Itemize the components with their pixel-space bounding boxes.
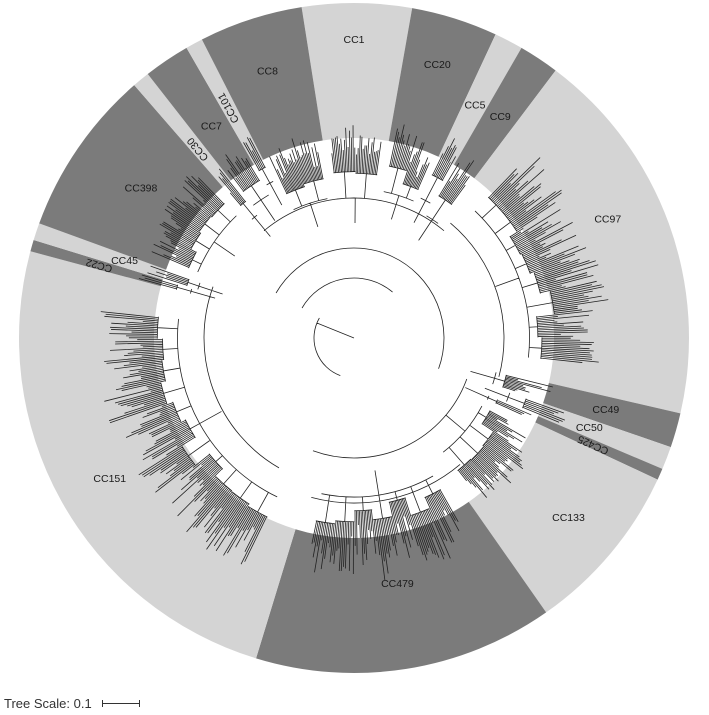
- clade-label-cc9: CC9: [490, 111, 511, 123]
- tree-branches: [100, 124, 609, 581]
- clade-label-cc133: CC133: [552, 512, 585, 524]
- clade-band-cc7: [147, 47, 254, 181]
- clade-label-cc49: CC49: [592, 404, 619, 416]
- clade-label-cc1: CC1: [343, 34, 364, 46]
- clade-band-cc49: [543, 382, 681, 448]
- tree-scale: Tree Scale: 0.1: [4, 696, 140, 711]
- clade-label-cc20: CC20: [424, 59, 451, 71]
- clade-band-cc101: [186, 39, 264, 165]
- clade-label-cc398: CC398: [125, 183, 158, 195]
- clade-band-cc1: [301, 3, 413, 142]
- clade-band-cc45: [33, 223, 167, 280]
- clade-band-cc8: [201, 7, 323, 160]
- clade-band-cc20: [388, 8, 496, 157]
- branch-lines: [100, 124, 609, 581]
- clade-band-cc425: [535, 416, 663, 480]
- clade-band-cc30: [134, 74, 231, 188]
- clade-band-cc9: [454, 47, 556, 179]
- tree-scale-label: Tree Scale: 0.1: [4, 696, 92, 711]
- clade-band-cc22: [30, 240, 163, 287]
- clade-label-cc50: CC50: [576, 422, 603, 434]
- clade-band-cc5: [438, 34, 522, 165]
- clade-label-cc8: CC8: [257, 65, 278, 77]
- clade-label-cc5: CC5: [464, 99, 485, 111]
- clade-label-cc7: CC7: [201, 120, 222, 132]
- clade-band-cc97: [474, 70, 690, 414]
- clade-band-cc50: [538, 403, 671, 469]
- clade-band-cc479: [256, 501, 547, 673]
- clade-label-cc479: CC479: [381, 578, 414, 590]
- clade-band-cc133: [468, 422, 658, 613]
- clade-bands: [19, 3, 690, 673]
- clade-band-cc151: [19, 251, 296, 659]
- clade-labels: CC1CC20CC5CC9CC97CC49CC50CC425CC133CC479…: [85, 34, 622, 590]
- clade-label-cc151: CC151: [93, 473, 126, 485]
- clade-label-cc45: CC45: [111, 255, 138, 267]
- tree-scale-bar: [101, 700, 140, 707]
- clade-label-cc97: CC97: [594, 213, 621, 225]
